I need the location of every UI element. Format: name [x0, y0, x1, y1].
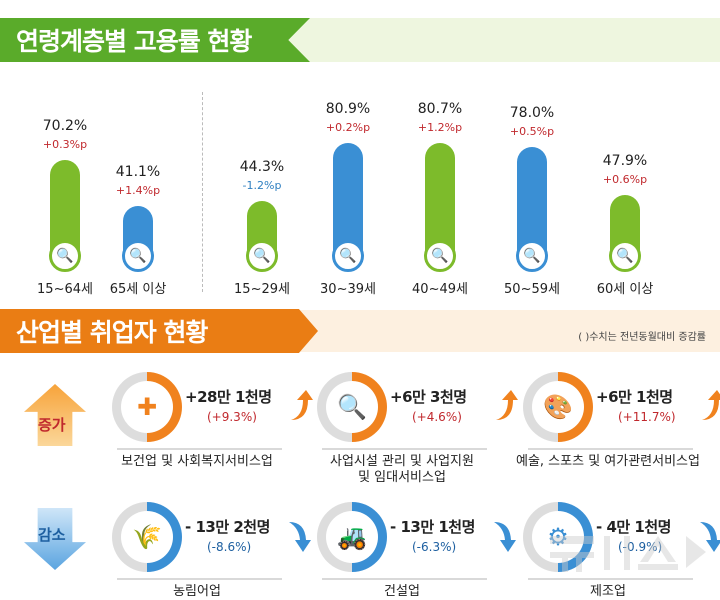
document-search-icon: 🔍 — [122, 240, 154, 272]
watermark-logo — [550, 536, 706, 572]
increase-trend-arrow-icon — [700, 390, 720, 422]
document-search-icon: 🔍 — [49, 240, 81, 272]
section1-title: 연령계층별 고용률 현황 — [0, 18, 310, 62]
excavator-icon: 🚜 — [326, 511, 378, 563]
industry-amount: - 4만 1천명 — [596, 518, 671, 536]
document-search-icon: 🔍 — [332, 240, 364, 272]
divider — [322, 578, 487, 580]
industry-pct: (-8.6%) — [207, 540, 252, 554]
bar-value: 80.9% — [325, 100, 371, 117]
bar-label: 65세 이상 — [109, 282, 167, 297]
bar-label: 60세 이상 — [596, 282, 654, 297]
increase-label: 증가 — [38, 416, 66, 434]
increase-trend-arrow-icon — [289, 390, 313, 422]
decrease-label: 감소 — [38, 526, 66, 544]
increase-ring: ✚ — [112, 372, 182, 442]
bar-change: -1.2%p — [242, 179, 282, 193]
decrease-trend-arrow-icon — [700, 520, 720, 552]
industry-name: 제조업 — [590, 584, 626, 599]
decrease-ring: 🚜 — [317, 502, 387, 572]
palette-icon: 🎨 — [532, 381, 584, 433]
industry-pct: (-0.9%) — [618, 540, 663, 554]
decrease-trend-arrow-icon — [494, 520, 518, 552]
divider — [322, 448, 487, 450]
bar-label: 50~59세 — [504, 282, 560, 297]
bar-change: +0.2%p — [325, 120, 371, 134]
industry-name: 농림어업 — [173, 584, 221, 599]
document-search-icon: 🔍 — [246, 240, 278, 272]
bar-value: 41.1% — [115, 164, 161, 181]
wheat-icon: 🌾 — [121, 511, 173, 563]
industry-amount: - 13만 1천명 — [390, 518, 475, 536]
divider — [117, 578, 282, 580]
bar-change: +1.2%p — [417, 120, 463, 134]
section2-title: 산업별 취업자 현황 — [0, 309, 318, 353]
industry-amount: - 13만 2천명 — [185, 518, 270, 536]
industry-pct: (+9.3%) — [207, 410, 257, 424]
decrease-ring: 🌾 — [112, 502, 182, 572]
document-search-icon: 🔍 — [424, 240, 456, 272]
bar-change: +0.6%p — [602, 173, 648, 187]
document-search-icon: 🔍 — [516, 240, 548, 272]
industry-name: 건설업 — [384, 584, 420, 599]
bar-value: 44.3% — [239, 159, 285, 176]
bar-label: 30~39세 — [320, 282, 376, 297]
bar-value: 78.0% — [509, 105, 555, 122]
bar-value: 80.7% — [417, 100, 463, 117]
industry-pct: (+4.6%) — [412, 410, 462, 424]
bar-value: 70.2% — [42, 117, 88, 134]
industry-amount: +28만 1천명 — [185, 388, 272, 406]
bar-label: 40~49세 — [412, 282, 468, 297]
document-search-icon: 🔍 — [609, 240, 641, 272]
industry-amount: +6만 1천명 — [596, 388, 673, 406]
industry-pct: (-6.3%) — [412, 540, 457, 554]
bar-label: 15~29세 — [234, 282, 290, 297]
divider — [528, 448, 693, 450]
industry-name: 사업시설 관리 및 사업지원 및 임대서비스업 — [330, 454, 474, 485]
bar-change: +1.4%p — [115, 184, 161, 198]
note: ( )수치는 전년동월대비 증감률 — [578, 332, 706, 343]
divider — [528, 578, 693, 580]
bar-label: 15~64세 — [37, 282, 93, 297]
decrease-ring: ⚙ — [523, 502, 593, 572]
divider — [202, 92, 203, 292]
industry-pct: (+11.7%) — [618, 410, 676, 424]
increase-trend-arrow-icon — [494, 390, 518, 422]
medical-kit-icon: ✚ — [121, 381, 173, 433]
gears-icon: ⚙ — [532, 511, 584, 563]
industry-amount: +6만 3천명 — [390, 388, 467, 406]
divider — [117, 448, 282, 450]
bar-change: +0.3%p — [42, 137, 88, 151]
industry-name: 예술, 스포츠 및 여가관련서비스업 — [516, 454, 700, 469]
decrease-trend-arrow-icon — [289, 520, 313, 552]
tools-search-icon: 🔍 — [326, 381, 378, 433]
increase-ring: 🎨 — [523, 372, 593, 442]
industry-name: 보건업 및 사회복지서비스업 — [121, 454, 273, 469]
increase-ring: 🔍 — [317, 372, 387, 442]
bar-value: 47.9% — [602, 153, 648, 170]
bar-change: +0.5%p — [509, 125, 555, 139]
